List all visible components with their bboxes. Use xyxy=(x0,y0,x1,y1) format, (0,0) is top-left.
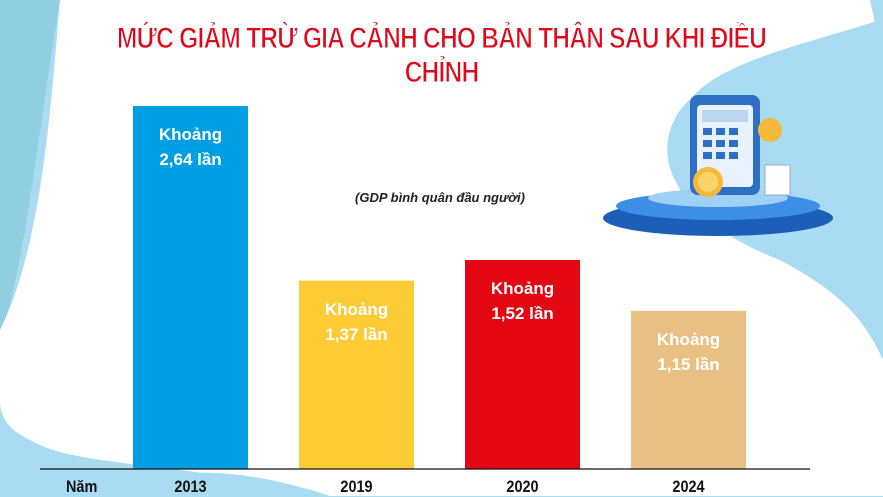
bar-2020 xyxy=(465,260,580,469)
x-axis-label: Năm xyxy=(66,477,98,496)
bar-data-label: Khoảng 2,64 lần xyxy=(133,122,248,172)
bar-2019 xyxy=(299,280,414,469)
bar-label-value: 1,52 lần xyxy=(491,304,554,323)
bar-label-prefix: Khoảng xyxy=(656,329,721,349)
bar-label-prefix: Khoảng xyxy=(158,125,223,144)
chart-subtitle: (GDP bình quân đầu người) xyxy=(355,190,525,205)
bar-label-value: 1,37 lần xyxy=(325,324,388,344)
bar-label-prefix: Khoảng xyxy=(490,279,555,298)
calculator-illustration xyxy=(603,95,833,236)
bar-2024 xyxy=(631,310,746,469)
bar-2013 xyxy=(133,106,248,469)
x-tick-label: 2020 xyxy=(506,477,539,496)
x-tick-label: 2024 xyxy=(672,477,705,496)
bar-data-label: Khoảng 1,52 lần xyxy=(465,276,580,326)
x-tick-label: 2013 xyxy=(174,477,207,496)
x-tick-label: 2019 xyxy=(340,477,373,496)
bar-label-value: 2,64 lần xyxy=(159,150,222,169)
bar-data-label: Khoảng 1,15 lần xyxy=(631,327,746,377)
bar-label-value: 1,15 lần xyxy=(657,354,720,374)
bar-label-prefix: Khoảng xyxy=(324,299,389,319)
bar-data-label: Khoảng 1,37 lần xyxy=(299,297,414,347)
chart-title: MỨC GIẢM TRỪ GIA CẢNH CHO BẢN THÂN SAU K… xyxy=(116,22,768,90)
